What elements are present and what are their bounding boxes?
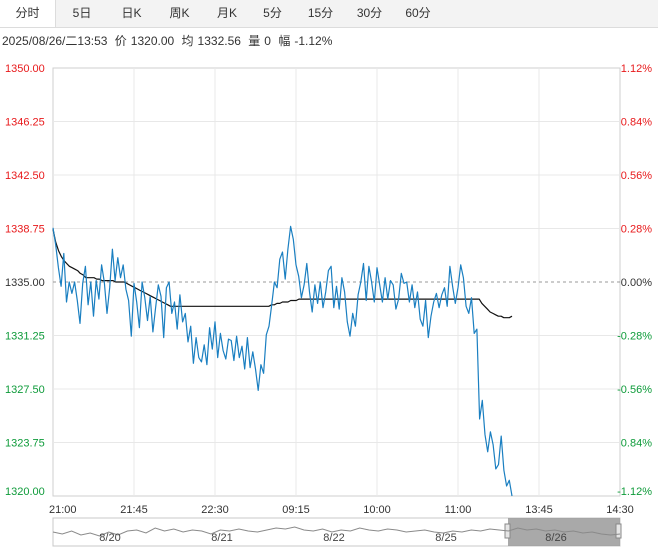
volume-label: 量 bbox=[248, 34, 261, 48]
x-tick-label: 10:00 bbox=[363, 504, 391, 516]
price-label: 价 bbox=[114, 34, 127, 48]
navigator-date-label: 8/21 bbox=[211, 532, 232, 544]
tab-8[interactable]: 60分 bbox=[405, 6, 431, 20]
x-tick-label: 21:00 bbox=[49, 504, 77, 516]
tab-2[interactable]: 日K bbox=[121, 6, 142, 20]
price-value: 1320.00 bbox=[130, 34, 175, 48]
chart-tabs: 分时 5日 日K 周K 月K 5分 15分 30分 60分 bbox=[0, 0, 658, 28]
y-tick-label: 1346.25 bbox=[5, 117, 45, 129]
x-tick-label: 13:45 bbox=[525, 504, 553, 516]
price-line bbox=[52, 225, 513, 497]
x-tick-label: 21:45 bbox=[120, 504, 148, 516]
navigator-line bbox=[52, 526, 621, 537]
tab-4[interactable]: 月K bbox=[216, 6, 237, 20]
y-tick-label: 1320.00 bbox=[5, 486, 45, 498]
pct-tick-label: -1.12% bbox=[617, 486, 652, 498]
tab-7[interactable]: 30分 bbox=[356, 6, 383, 20]
y-tick-label: 1342.50 bbox=[5, 170, 45, 182]
x-tick-label: 09:15 bbox=[282, 504, 310, 516]
tab-6[interactable]: 15分 bbox=[307, 6, 334, 20]
y-tick-label: 1338.75 bbox=[5, 224, 45, 236]
pct-tick-label: 0.00% bbox=[621, 277, 652, 289]
navigator-date-label: 8/22 bbox=[323, 532, 344, 544]
avg-value: 1332.56 bbox=[197, 34, 241, 48]
x-tick-label: 14:30 bbox=[606, 504, 634, 516]
tab-3[interactable]: 周K bbox=[169, 6, 190, 20]
y-tick-label: 1350.00 bbox=[5, 63, 45, 75]
change-value: -1.12% bbox=[294, 34, 333, 48]
pct-tick-label: -0.28% bbox=[617, 331, 652, 343]
pct-tick-label: 0.84% bbox=[621, 117, 652, 129]
y-tick-label: 1335.00 bbox=[5, 277, 45, 289]
navigator-date-label: 8/20 bbox=[99, 532, 120, 544]
navigator-handle-right bbox=[615, 523, 622, 539]
x-tick-label: 22:30 bbox=[201, 504, 229, 516]
y-tick-label: 1327.50 bbox=[5, 384, 45, 396]
x-tick-label: 11:00 bbox=[445, 504, 472, 516]
navigator-date-label: 8/25 bbox=[435, 532, 456, 544]
tab-5[interactable]: 5分 bbox=[263, 6, 282, 20]
pct-tick-label: 1.12% bbox=[621, 63, 652, 75]
change-label: 幅 bbox=[278, 34, 291, 48]
volume-value: 0 bbox=[264, 34, 271, 48]
tab-0[interactable]: 分时 bbox=[0, 0, 56, 27]
tab-1[interactable]: 5日 bbox=[72, 6, 92, 20]
quote-datetime: 2025/08/26/二13:53 bbox=[2, 34, 108, 48]
pct-tick-label: 0.56% bbox=[621, 170, 652, 182]
navigator-date-label: 8/26 bbox=[545, 532, 566, 544]
avg-price-line bbox=[52, 229, 513, 319]
pct-tick-label: 0.28% bbox=[621, 224, 652, 236]
y-tick-label: 1331.25 bbox=[5, 331, 45, 343]
y-tick-label: 1323.75 bbox=[5, 438, 45, 450]
avg-label: 均 bbox=[181, 34, 194, 48]
pct-tick-label: 0.84% bbox=[621, 438, 652, 450]
pct-tick-label: -0.56% bbox=[617, 384, 652, 396]
